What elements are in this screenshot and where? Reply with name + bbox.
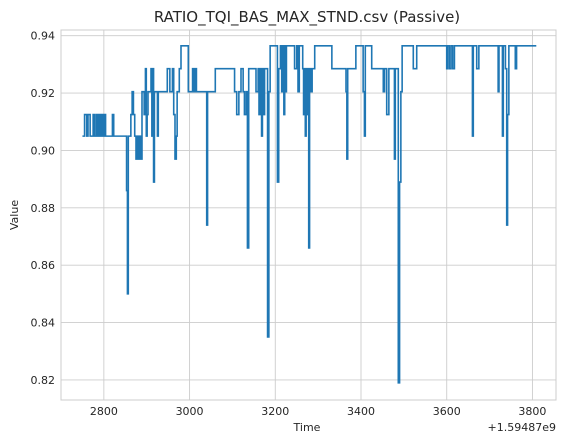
y-tick-label: 0.86 [31, 259, 56, 272]
y-axis-ticks: 0.82 0.84 0.86 0.88 0.90 0.92 0.94 [31, 30, 56, 387]
y-tick-label: 0.84 [31, 317, 56, 330]
x-tick-label: 3000 [176, 405, 204, 418]
x-tick-label: 2800 [90, 405, 118, 418]
x-axis-label: Time [293, 421, 321, 434]
x-tick-label: 3800 [518, 405, 546, 418]
y-tick-label: 0.82 [31, 374, 56, 387]
series-line [82, 44, 537, 384]
y-tick-label: 0.88 [31, 202, 56, 215]
chart-title: RATIO_TQI_BAS_MAX_STND.csv (Passive) [154, 8, 460, 27]
x-tick-label: 3600 [433, 405, 461, 418]
y-tick-label: 0.92 [31, 87, 56, 100]
x-axis-offset-label: +1.59487e9 [488, 421, 556, 434]
x-tick-label: 3400 [347, 405, 375, 418]
x-axis-ticks: 2800 3000 3200 3400 3600 3800 [90, 405, 547, 418]
y-tick-label: 0.94 [31, 30, 56, 43]
y-axis-label: Value [8, 200, 21, 230]
x-tick-label: 3200 [261, 405, 289, 418]
y-tick-label: 0.90 [31, 144, 56, 157]
series-layer [82, 44, 537, 384]
plot-frame [60, 29, 557, 401]
